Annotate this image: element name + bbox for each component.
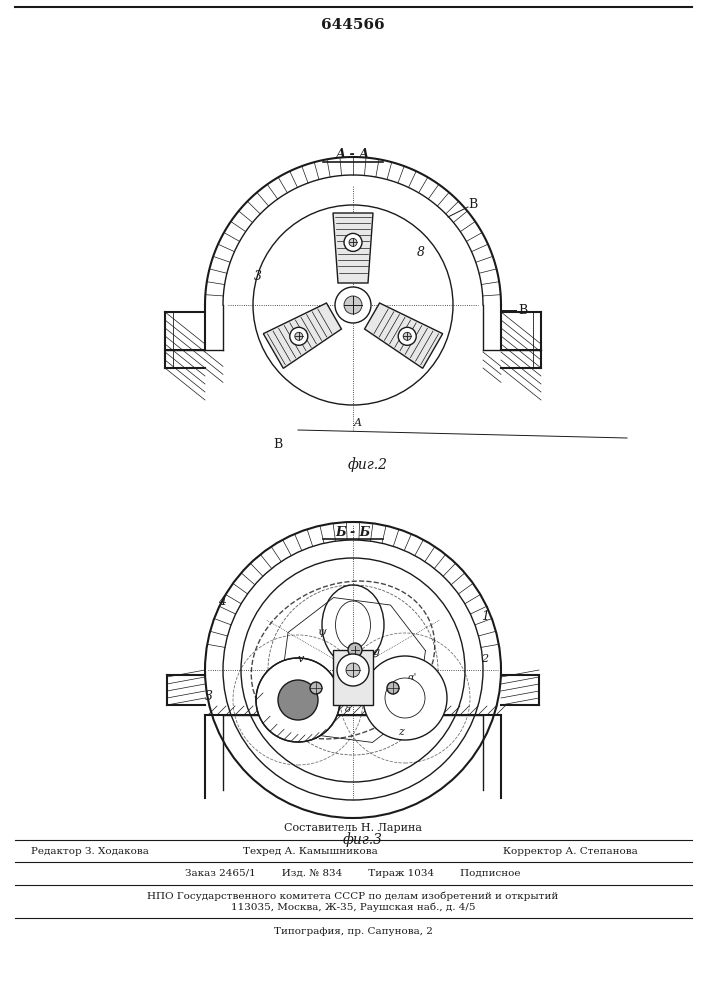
Text: B: B [468,198,478,212]
Text: Типография, пр. Сапунова, 2: Типография, пр. Сапунова, 2 [274,928,433,936]
Circle shape [337,654,369,686]
Circle shape [348,643,362,657]
Text: фиг.3: фиг.3 [343,833,383,847]
Text: НПО Государственного комитета СССР по делам изобретений и открытий: НПО Государственного комитета СССР по де… [147,891,559,901]
Circle shape [346,663,360,677]
Text: v: v [298,654,304,664]
Text: z: z [398,727,404,737]
Text: 113035, Москва, Ж-35, Раушская наб., д. 4/5: 113035, Москва, Ж-35, Раушская наб., д. … [230,902,475,912]
Circle shape [349,238,357,246]
Text: А - А: А - А [336,148,370,161]
Circle shape [295,332,303,340]
Text: Редактор З. Ходакова: Редактор З. Ходакова [31,848,149,856]
Text: g: g [373,647,380,657]
Text: B: B [518,304,527,316]
Circle shape [310,682,322,694]
Polygon shape [365,303,443,368]
Circle shape [278,680,318,720]
Text: γ: γ [338,654,344,664]
Text: A: A [354,418,362,428]
Polygon shape [263,303,341,368]
Circle shape [403,332,411,340]
Text: Корректор А. Степанова: Корректор А. Степанова [503,848,638,856]
Text: 3: 3 [205,690,213,703]
Text: B: B [274,438,283,452]
Text: α': α' [408,673,417,682]
Text: 8: 8 [417,246,425,259]
Circle shape [385,678,425,718]
Polygon shape [333,213,373,283]
Text: Б - Б: Б - Б [335,526,370,538]
Circle shape [256,658,340,742]
Text: δ: δ [345,705,351,714]
Text: ψ: ψ [318,627,327,637]
Text: 644566: 644566 [321,18,385,32]
Circle shape [398,327,416,345]
Text: Составитель Н. Ларина: Составитель Н. Ларина [284,823,422,833]
Text: фиг.2: фиг.2 [348,458,388,472]
Bar [333,650,373,705]
Circle shape [387,682,399,694]
Text: α: α [358,682,366,692]
Circle shape [290,327,308,345]
Circle shape [335,287,371,323]
Text: Техред А. Камышникова: Техред А. Камышникова [243,848,378,856]
Text: 1: 1 [481,610,489,623]
Circle shape [363,656,447,740]
Text: Заказ 2465/1        Изд. № 834        Тираж 1034        Подписное: Заказ 2465/1 Изд. № 834 Тираж 1034 Подпи… [185,869,521,879]
Circle shape [344,296,362,314]
Text: 4: 4 [218,595,226,608]
Circle shape [344,233,362,251]
Text: 3: 3 [254,270,262,284]
Text: 2: 2 [481,654,488,664]
